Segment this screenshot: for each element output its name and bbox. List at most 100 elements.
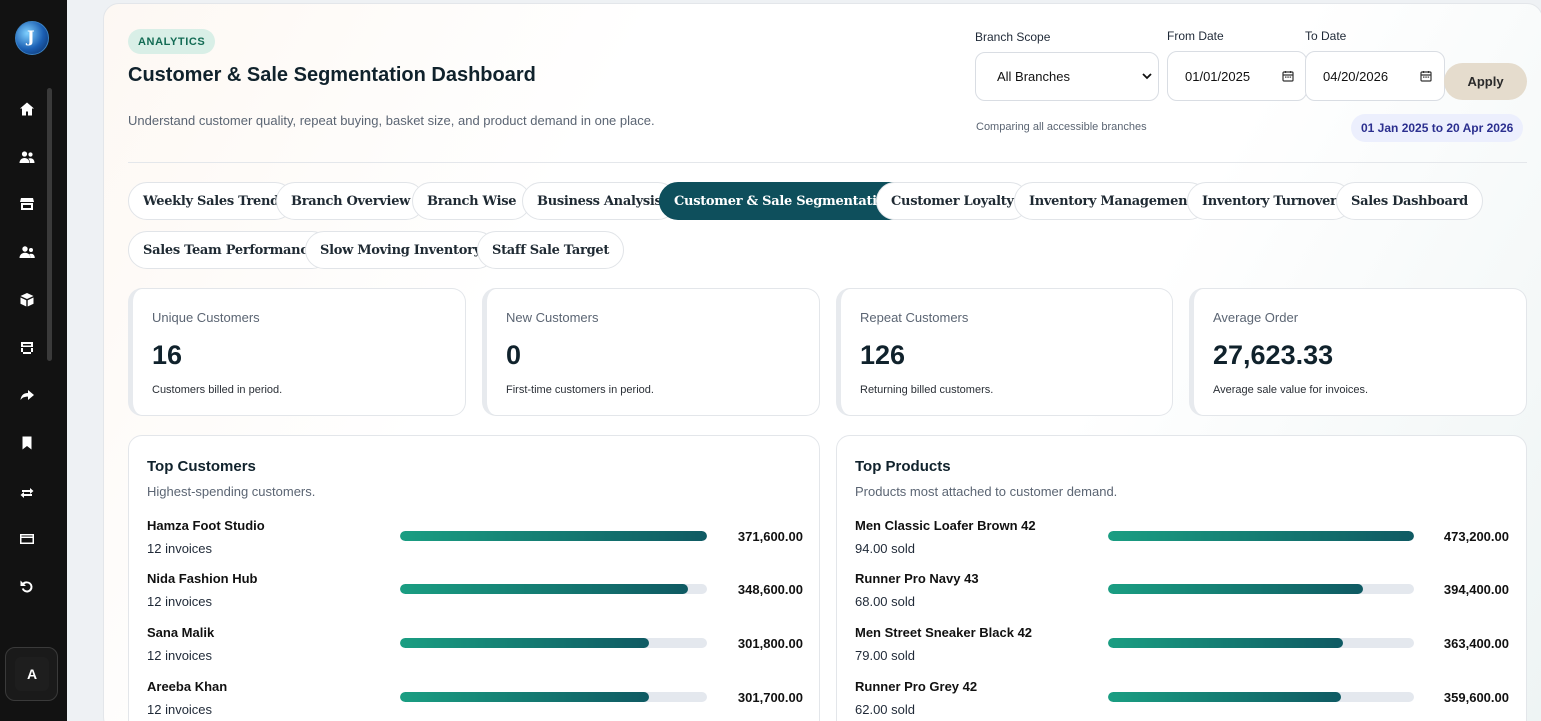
kpi-card-average-order: Average Order 27,623.33 Average sale val…	[1189, 288, 1527, 416]
transfer-icon[interactable]	[16, 481, 38, 503]
tab-branch-wise[interactable]: Branch Wise	[412, 182, 532, 220]
customer-amount: 348,600.00	[737, 582, 803, 597]
spend-bar-track	[400, 584, 707, 594]
demand-bar-track	[1108, 584, 1414, 594]
tab-inventory-management[interactable]: Inventory Management	[1014, 182, 1208, 220]
undo-icon[interactable]	[16, 576, 38, 598]
demand-bar-track	[1108, 692, 1414, 702]
logo-letter: J	[27, 27, 35, 46]
product-amount: 473,200.00	[1443, 529, 1509, 544]
users-icon[interactable]	[16, 146, 38, 168]
page-subtitle: Understand customer quality, repeat buyi…	[128, 113, 655, 128]
to-date-input[interactable]: 04/20/2026	[1305, 51, 1445, 101]
to-date-value: 04/20/2026	[1323, 68, 1389, 84]
to-date-label: To Date	[1305, 29, 1347, 43]
product-sold: 68.00 sold	[855, 594, 915, 609]
forward-icon[interactable]	[16, 384, 38, 406]
list-item[interactable]: Sana Malik 12 invoices 301,800.00	[147, 625, 803, 669]
calendar-icon[interactable]	[1420, 70, 1432, 82]
from-date-input[interactable]: 01/01/2025	[1167, 51, 1307, 101]
kpi-card-unique-customers: Unique Customers 16 Customers billed in …	[128, 288, 466, 416]
from-date-value: 01/01/2025	[1185, 68, 1251, 84]
list-item[interactable]: Hamza Foot Studio 12 invoices 371,600.00	[147, 518, 803, 562]
home-icon[interactable]	[16, 98, 38, 120]
avatar[interactable]: A	[15, 657, 49, 691]
card-icon[interactable]	[16, 528, 38, 550]
chevron-down-icon	[1142, 73, 1152, 80]
customer-name: Sana Malik	[147, 625, 215, 640]
product-name: Men Street Sneaker Black 42	[855, 625, 1033, 640]
branch-scope-value: All Branches	[997, 69, 1070, 84]
list-item[interactable]: Men Street Sneaker Black 42 79.00 sold 3…	[855, 625, 1509, 669]
tab-customer-sale-segmentation[interactable]: Customer & Sale Segmentation	[659, 182, 910, 220]
demand-bar-track	[1108, 638, 1414, 648]
top-products-panel: Top Products Products most attached to c…	[836, 435, 1527, 721]
product-sold: 62.00 sold	[855, 702, 915, 717]
kpi-note: Average sale value for invoices.	[1213, 384, 1369, 396]
kpi-value: 16	[152, 340, 183, 370]
customer-invoices: 12 invoices	[147, 541, 213, 556]
product-amount: 359,600.00	[1443, 690, 1509, 705]
branch-scope-label: Branch Scope	[975, 30, 1051, 44]
app-logo[interactable]: J	[15, 21, 49, 55]
top-customers-panel: Top Customers Highest-spending customers…	[128, 435, 820, 721]
product-amount: 394,400.00	[1443, 582, 1509, 597]
page-title: Customer & Sale Segmentation Dashboard	[128, 64, 536, 86]
from-date-label: From Date	[1167, 29, 1224, 43]
user-menu[interactable]: A	[5, 647, 58, 701]
list-item[interactable]: Nida Fashion Hub 12 invoices 348,600.00	[147, 571, 803, 615]
section-badge: ANALYTICS	[128, 29, 216, 54]
product-name: Runner Pro Grey 42	[855, 679, 978, 694]
spend-bar-track	[400, 638, 707, 648]
tab-slow-moving-inventory[interactable]: Slow Moving Inventory	[305, 231, 496, 269]
sidebar: J A	[0, 0, 67, 721]
customer-amount: 371,600.00	[737, 529, 803, 544]
tab-sales-team-performance[interactable]: Sales Team Performance	[128, 231, 331, 269]
box-icon[interactable]	[16, 289, 38, 311]
kpi-note: Customers billed in period.	[152, 384, 283, 396]
tab-customer-loyalty[interactable]: Customer Loyalty	[876, 182, 1029, 220]
demand-bar	[1108, 531, 1414, 541]
shop-icon[interactable]	[16, 337, 38, 359]
list-item[interactable]: Runner Pro Grey 42 62.00 sold 359,600.00	[855, 679, 1509, 721]
customer-amount: 301,800.00	[737, 636, 803, 651]
header-divider	[128, 162, 1527, 163]
kpi-card-repeat-customers: Repeat Customers 126 Returning billed cu…	[836, 288, 1173, 416]
list-item[interactable]: Areeba Khan 12 invoices 301,700.00	[147, 679, 803, 721]
panel-subtitle: Highest-spending customers.	[147, 484, 316, 499]
tab-branch-overview[interactable]: Branch Overview	[276, 182, 426, 220]
demand-bar-track	[1108, 531, 1414, 541]
product-name: Runner Pro Navy 43	[855, 571, 979, 586]
panel-title: Top Products	[855, 458, 951, 475]
apply-button[interactable]: Apply	[1444, 63, 1527, 100]
product-sold: 79.00 sold	[855, 648, 915, 663]
customer-invoices: 12 invoices	[147, 648, 213, 663]
demand-bar	[1108, 584, 1363, 594]
sidebar-scrollbar[interactable]	[47, 88, 52, 361]
kpi-label: Unique Customers	[152, 310, 260, 325]
customer-invoices: 12 invoices	[147, 594, 213, 609]
tab-inventory-turnover[interactable]: Inventory Turnover	[1187, 182, 1352, 220]
tab-sales-dashboard[interactable]: Sales Dashboard	[1336, 182, 1483, 220]
calendar-icon[interactable]	[1282, 70, 1294, 82]
tab-staff-sale-target[interactable]: Staff Sale Target	[477, 231, 625, 269]
kpi-value: 27,623.33	[1213, 340, 1334, 370]
kpi-label: Average Order	[1213, 310, 1299, 325]
spend-bar	[400, 584, 688, 594]
tab-weekly-sales-trend[interactable]: Weekly Sales Trend	[128, 182, 294, 220]
panel-subtitle: Products most attached to customer deman…	[855, 484, 1118, 499]
product-sold: 94.00 sold	[855, 541, 915, 556]
kpi-note: First-time customers in period.	[506, 384, 654, 396]
spend-bar	[400, 531, 707, 541]
branch-scope-select[interactable]: All Branches	[975, 52, 1159, 101]
list-item[interactable]: Men Classic Loafer Brown 42 94.00 sold 4…	[855, 518, 1509, 562]
team-icon[interactable]	[16, 241, 38, 263]
kpi-label: New Customers	[506, 310, 599, 325]
demand-bar	[1108, 692, 1341, 702]
tab-business-analysis[interactable]: Business Analysis	[522, 182, 677, 220]
bookmark-icon[interactable]	[16, 432, 38, 454]
store-icon[interactable]	[16, 193, 38, 215]
kpi-value: 126	[860, 340, 906, 370]
compare-note: Comparing all accessible branches	[976, 121, 1147, 133]
list-item[interactable]: Runner Pro Navy 43 68.00 sold 394,400.00	[855, 571, 1509, 615]
